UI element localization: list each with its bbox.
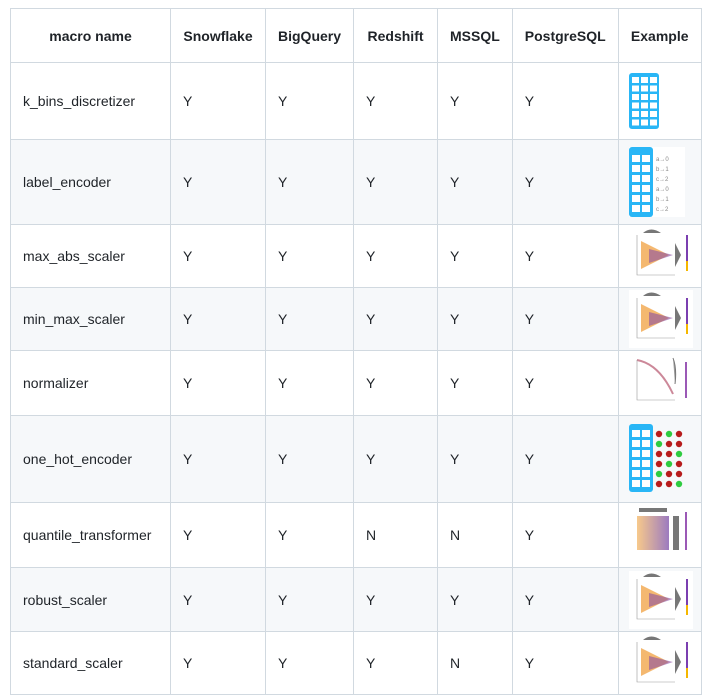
one-hot-image: [628, 424, 701, 494]
postgresql-support-cell: Y: [511, 287, 619, 351]
snowflake-support-cell: Y: [170, 287, 266, 351]
svg-text:a→0: a→0: [656, 157, 669, 163]
scatter-plot-image: [628, 227, 701, 285]
header-snowflake: Snowflake: [170, 8, 266, 63]
table-row: quantile_transformer Y Y N N Y: [10, 502, 702, 568]
table-row: min_max_scaler Y Y Y Y Y: [10, 287, 702, 351]
header-example: Example: [617, 8, 702, 63]
svg-text:c→2: c→2: [656, 177, 669, 183]
svg-text:a→0: a→0: [656, 187, 669, 193]
postgresql-support-cell: Y: [511, 139, 619, 225]
header-bigquery: BigQuery: [264, 8, 355, 63]
svg-text:b→1: b→1: [656, 167, 669, 173]
macro-support-table: macro name Snowflake BigQuery Redshift M…: [10, 8, 702, 695]
bigquery-support-cell: Y: [264, 415, 355, 503]
header-row: macro name Snowflake BigQuery Redshift M…: [10, 8, 702, 63]
macro-name-cell: quantile_transformer: [10, 502, 171, 568]
grid-numbers-image: [628, 73, 701, 129]
table-row: robust_scaler Y Y Y Y Y: [10, 567, 702, 632]
postgresql-support-cell: Y: [511, 631, 619, 695]
bigquery-support-cell: Y: [264, 631, 355, 695]
table-row: one_hot_encoder Y Y Y Y Y: [10, 415, 702, 503]
postgresql-support-cell: Y: [511, 350, 619, 416]
postgresql-support-cell: Y: [511, 224, 619, 288]
scatter-plot-image: [628, 570, 701, 629]
bigquery-support-cell: Y: [264, 567, 355, 632]
table-row: max_abs_scaler Y Y Y Y Y: [10, 224, 702, 288]
macro-name-cell: one_hot_encoder: [10, 415, 171, 503]
header-redshift: Redshift: [353, 8, 439, 63]
postgresql-support-cell: Y: [511, 502, 619, 568]
example-cell: [617, 567, 702, 632]
example-cell: a→0 b→1 c→2 a→0 b→1 c→2: [617, 139, 702, 225]
bigquery-support-cell: Y: [264, 139, 355, 225]
redshift-support-cell: Y: [353, 287, 439, 351]
postgresql-support-cell: Y: [511, 62, 619, 140]
redshift-support-cell: Y: [353, 224, 439, 288]
macro-name-cell: label_encoder: [10, 139, 171, 225]
macro-name-cell: robust_scaler: [10, 567, 171, 632]
redshift-support-cell: Y: [353, 631, 439, 695]
bigquery-support-cell: Y: [264, 502, 355, 568]
mssql-support-cell: N: [437, 631, 513, 695]
svg-text:c→2: c→2: [656, 207, 669, 213]
snowflake-support-cell: Y: [170, 631, 266, 695]
redshift-support-cell: Y: [353, 415, 439, 503]
snowflake-support-cell: Y: [170, 350, 266, 416]
macro-name-cell: k_bins_discretizer: [10, 62, 171, 140]
macro-name-cell: max_abs_scaler: [10, 224, 171, 288]
snowflake-support-cell: Y: [170, 62, 266, 140]
mssql-support-cell: Y: [437, 139, 513, 225]
redshift-support-cell: Y: [353, 350, 439, 416]
redshift-support-cell: Y: [353, 139, 439, 225]
mssql-support-cell: Y: [437, 415, 513, 503]
postgresql-support-cell: Y: [511, 567, 619, 632]
svg-text:b→1: b→1: [656, 197, 669, 203]
header-mssql: MSSQL: [437, 8, 513, 63]
bigquery-support-cell: Y: [264, 287, 355, 351]
snowflake-support-cell: Y: [170, 415, 266, 503]
example-cell: [617, 224, 702, 288]
example-cell: [617, 502, 702, 568]
header-macro-name: macro name: [10, 8, 171, 63]
mssql-support-cell: N: [437, 502, 513, 568]
macro-name-cell: min_max_scaler: [10, 287, 171, 351]
bigquery-support-cell: Y: [264, 62, 355, 140]
postgresql-support-cell: Y: [511, 415, 619, 503]
redshift-support-cell: Y: [353, 567, 439, 632]
mssql-support-cell: Y: [437, 224, 513, 288]
example-cell: [617, 631, 702, 695]
example-cell: [617, 350, 702, 416]
example-cell: [617, 415, 702, 503]
snowflake-support-cell: Y: [170, 567, 266, 632]
snowflake-support-cell: Y: [170, 139, 266, 225]
example-cell: [617, 287, 702, 351]
redshift-support-cell: Y: [353, 62, 439, 140]
table-row: normalizer Y Y Y Y Y: [10, 350, 702, 416]
quantile-plot-image: [628, 506, 701, 564]
mssql-support-cell: Y: [437, 350, 513, 416]
example-cell: [617, 62, 702, 140]
grid-labels-image: a→0 b→1 c→2 a→0 b→1 c→2: [628, 147, 701, 217]
curve-plot-image: [628, 354, 701, 412]
snowflake-support-cell: Y: [170, 224, 266, 288]
scatter-plot-image: [628, 290, 701, 348]
header-postgresql: PostgreSQL: [511, 8, 619, 63]
redshift-support-cell: N: [353, 502, 439, 568]
bigquery-support-cell: Y: [264, 350, 355, 416]
macro-name-cell: standard_scaler: [10, 631, 171, 695]
mssql-support-cell: Y: [437, 567, 513, 632]
mssql-support-cell: Y: [437, 62, 513, 140]
table-row: k_bins_discretizer Y Y Y Y Y: [10, 62, 702, 140]
macro-name-cell: normalizer: [10, 350, 171, 416]
table-row: standard_scaler Y Y Y N Y: [10, 631, 702, 695]
mssql-support-cell: Y: [437, 287, 513, 351]
scatter-plot-image: [628, 634, 701, 692]
snowflake-support-cell: Y: [170, 502, 266, 568]
bigquery-support-cell: Y: [264, 224, 355, 288]
